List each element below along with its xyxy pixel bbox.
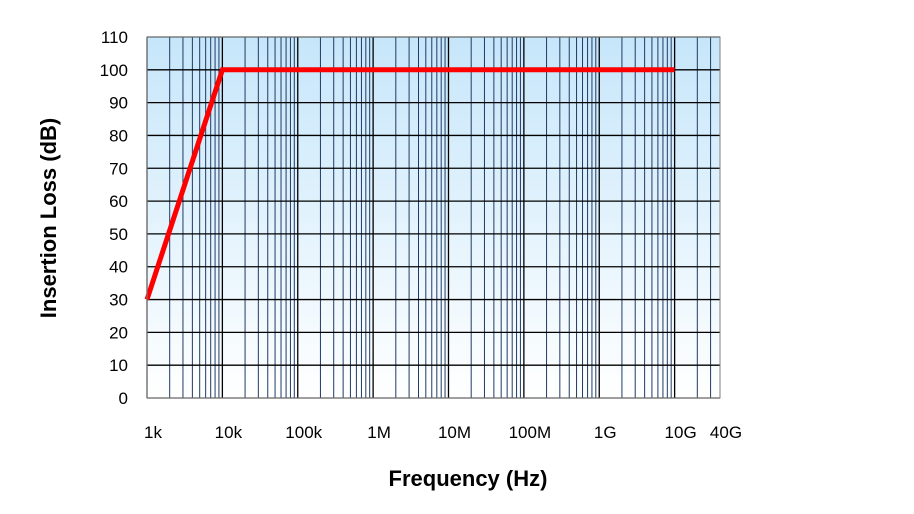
y-tick-label: 10 — [109, 356, 128, 375]
x-axis-title: Frequency (Hz) — [389, 466, 548, 491]
series-layer — [144, 67, 675, 301]
x-tick-label: 10k — [215, 423, 243, 442]
y-tick-label: 70 — [109, 159, 128, 178]
y-tick-label: 60 — [109, 192, 128, 211]
x-tick-label: 100M — [509, 423, 552, 442]
x-tick-label: 1M — [367, 423, 391, 442]
y-tick-label: 0 — [119, 389, 128, 408]
x-tick-label: 1G — [594, 423, 617, 442]
y-tick-label: 80 — [109, 126, 128, 145]
y-tick-label: 20 — [109, 323, 128, 342]
y-tick-label: 110 — [101, 28, 128, 47]
y-tick-label: 30 — [109, 291, 128, 310]
y-tick-label: 100 — [100, 61, 128, 80]
y-tick-label: 50 — [109, 225, 128, 244]
x-tick-label: 40G — [710, 423, 742, 442]
y-tick-label: 90 — [109, 94, 128, 113]
x-tick-labels: 1k 10k 100k 1M 10M 100M 1G 10G 40G — [144, 423, 742, 442]
plot-area — [147, 37, 720, 398]
grid-lines — [146, 36, 720, 399]
y-tick-label: 40 — [109, 258, 128, 277]
x-tick-label: 1k — [144, 423, 162, 442]
series-line — [144, 67, 675, 301]
y-axis-title: Insertion Loss (dB) — [36, 118, 61, 318]
y-tick-labels: 0 10 20 30 40 50 60 70 80 90 100 110 — [100, 28, 128, 408]
x-tick-label: 100k — [285, 423, 322, 442]
plot-border — [146, 36, 721, 399]
x-tick-label: 10M — [438, 423, 471, 442]
x-tick-label: 10G — [665, 423, 697, 442]
